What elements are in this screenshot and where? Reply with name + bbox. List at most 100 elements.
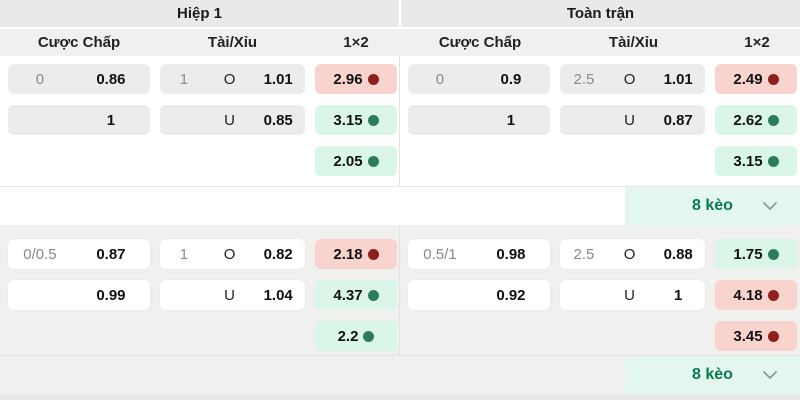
over-under-cell[interactable]: U 1 [560, 280, 705, 310]
over-under-cell[interactable]: 1 O 1.01 [160, 64, 305, 94]
ou-side: U [224, 111, 236, 129]
ou-side: O [223, 245, 236, 263]
one-x-two-cell[interactable]: 2.18 [315, 239, 397, 269]
one-x-two-cell[interactable]: 2.2 [315, 321, 397, 351]
ou-odds: 1 [673, 286, 683, 304]
handicap-line: 0/0.5 [23, 245, 57, 263]
one-x-two-odds: 3.45 [733, 327, 763, 345]
handicap-cell[interactable]: 0.92 [408, 280, 550, 310]
over-under-cell[interactable]: 1 O 0.82 [160, 239, 305, 269]
full-match-top-block: 0 0.9 2.5 O 1.01 2.49 1 [400, 64, 800, 176]
one-x-two-cell[interactable]: 1.75 [715, 239, 797, 269]
first-half-top-block: 0 0.86 1 O 1.01 2.96 1 U [0, 64, 400, 176]
handicap-odds: 0.9 [500, 70, 522, 88]
odds-block: 0.5/1 0.98 2.5 O 0.88 1.75 0.92 [400, 239, 800, 351]
one-x-two-cell[interactable]: 4.37 [315, 280, 397, 310]
trend-dot-icon [367, 114, 379, 126]
one-x-two-odds: 4.37 [333, 286, 363, 304]
show-more-odds-button[interactable]: 8 kèo [625, 356, 800, 394]
trend-dot-icon [767, 73, 779, 85]
over-under-cell[interactable]: 2.5 O 1.01 [560, 64, 705, 94]
handicap-line: 0 [35, 70, 45, 88]
handicap-odds: 0.92 [496, 286, 526, 304]
one-x-two-cell[interactable]: 4.18 [715, 280, 797, 310]
over-under-cell[interactable]: U 0.87 [560, 105, 705, 135]
trend-dot-icon [767, 155, 779, 167]
column-headers-left: Cược Chấp Tài/Xỉu 1×2 [0, 29, 399, 56]
full-match-title: Toàn trận [566, 5, 635, 22]
one-x-two-odds: 1.75 [733, 245, 763, 263]
trend-dot-icon [367, 289, 379, 301]
expander-row-bottom: 8 kèo [0, 355, 800, 394]
ou-side: O [623, 245, 636, 263]
handicap-odds: 1 [506, 111, 516, 129]
over-under-cell[interactable]: U 1.04 [160, 280, 305, 310]
ou-side: O [623, 70, 636, 88]
tab-first-half[interactable]: Hiệp 1 [0, 0, 399, 27]
trend-dot-icon [367, 248, 379, 260]
one-x-two-odds: 3.15 [333, 111, 363, 129]
one-x-two-odds: 2.62 [733, 111, 763, 129]
one-x-two-odds: 4.18 [733, 286, 763, 304]
ou-odds: 1.01 [263, 70, 293, 88]
trend-dot-icon [767, 114, 779, 126]
one-x-two-cell[interactable]: 2.96 [315, 64, 397, 94]
col-header-over-under: Tài/Xỉu [608, 34, 659, 51]
section-title-row: Hiệp 1 Toàn trận [0, 0, 800, 27]
one-x-two-odds: 2.49 [733, 70, 763, 88]
over-under-cell[interactable]: 2.5 O 0.88 [560, 239, 705, 269]
one-x-two-cell[interactable]: 3.15 [715, 146, 797, 176]
trend-dot-icon [767, 248, 779, 260]
vertical-divider [399, 225, 400, 355]
trend-dot-icon [363, 330, 375, 342]
one-x-two-cell[interactable]: 3.45 [715, 321, 797, 351]
chevron-down-icon [762, 201, 778, 211]
first-half-title: Hiệp 1 [176, 5, 222, 22]
ou-odds: 0.88 [663, 245, 693, 263]
col-header-handicap: Cược Chấp [438, 34, 522, 51]
handicap-cell[interactable]: 1 [408, 105, 550, 135]
tab-full-match[interactable]: Toàn trận [401, 0, 800, 27]
ou-line: 2.5 [573, 245, 595, 263]
show-more-odds-button[interactable]: 8 kèo [625, 187, 800, 225]
ou-side: U [224, 286, 236, 304]
one-x-two-cell[interactable]: 2.49 [715, 64, 797, 94]
ou-side: U [624, 111, 636, 129]
one-x-two-cell[interactable]: 2.05 [315, 146, 397, 176]
handicap-cell[interactable]: 0.5/1 0.98 [408, 239, 550, 269]
one-x-two-cell[interactable]: 3.15 [315, 105, 397, 135]
vertical-divider [399, 56, 400, 186]
one-x-two-cell[interactable]: 2.62 [715, 105, 797, 135]
trend-dot-icon [367, 155, 379, 167]
col-header-handicap: Cược Chấp [37, 34, 121, 51]
over-under-cell[interactable]: U 0.85 [160, 105, 305, 135]
handicap-odds: 0.87 [96, 245, 126, 263]
ou-odds: 1.01 [663, 70, 693, 88]
handicap-odds: 0.86 [96, 70, 126, 88]
ou-odds: 0.82 [263, 245, 293, 263]
ou-line: 1 [179, 70, 189, 88]
odds-block: 0 0.9 2.5 O 1.01 2.49 1 [400, 64, 800, 176]
one-x-two-odds: 3.15 [733, 152, 763, 170]
trend-dot-icon [767, 330, 779, 342]
column-header-row: Cược Chấp Tài/Xỉu 1×2 Cược Chấp Tài/Xỉu … [0, 29, 800, 56]
ou-odds: 1.04 [263, 286, 293, 304]
odds-count-label: 8 kèo [692, 197, 733, 214]
ou-line: 1 [179, 245, 189, 263]
ou-line: 2.5 [573, 70, 595, 88]
handicap-cell[interactable]: 0 0.9 [408, 64, 550, 94]
col-header-1x2: 1×2 [343, 34, 369, 51]
footer-strip [0, 394, 800, 400]
full-match-bottom-block: 0.5/1 0.98 2.5 O 0.88 1.75 0.92 [400, 239, 800, 351]
handicap-cell[interactable]: 0/0.5 0.87 [8, 239, 150, 269]
handicap-odds: 0.98 [496, 245, 526, 263]
handicap-cell[interactable]: 0 0.86 [8, 64, 150, 94]
chevron-down-icon [762, 370, 778, 380]
ou-side: U [624, 286, 636, 304]
handicap-odds: 0.99 [96, 286, 126, 304]
expander-row-top: 8 kèo [0, 187, 800, 225]
handicap-cell[interactable]: 0.99 [8, 280, 150, 310]
one-x-two-odds: 2.96 [333, 70, 363, 88]
handicap-cell[interactable]: 1 [8, 105, 150, 135]
